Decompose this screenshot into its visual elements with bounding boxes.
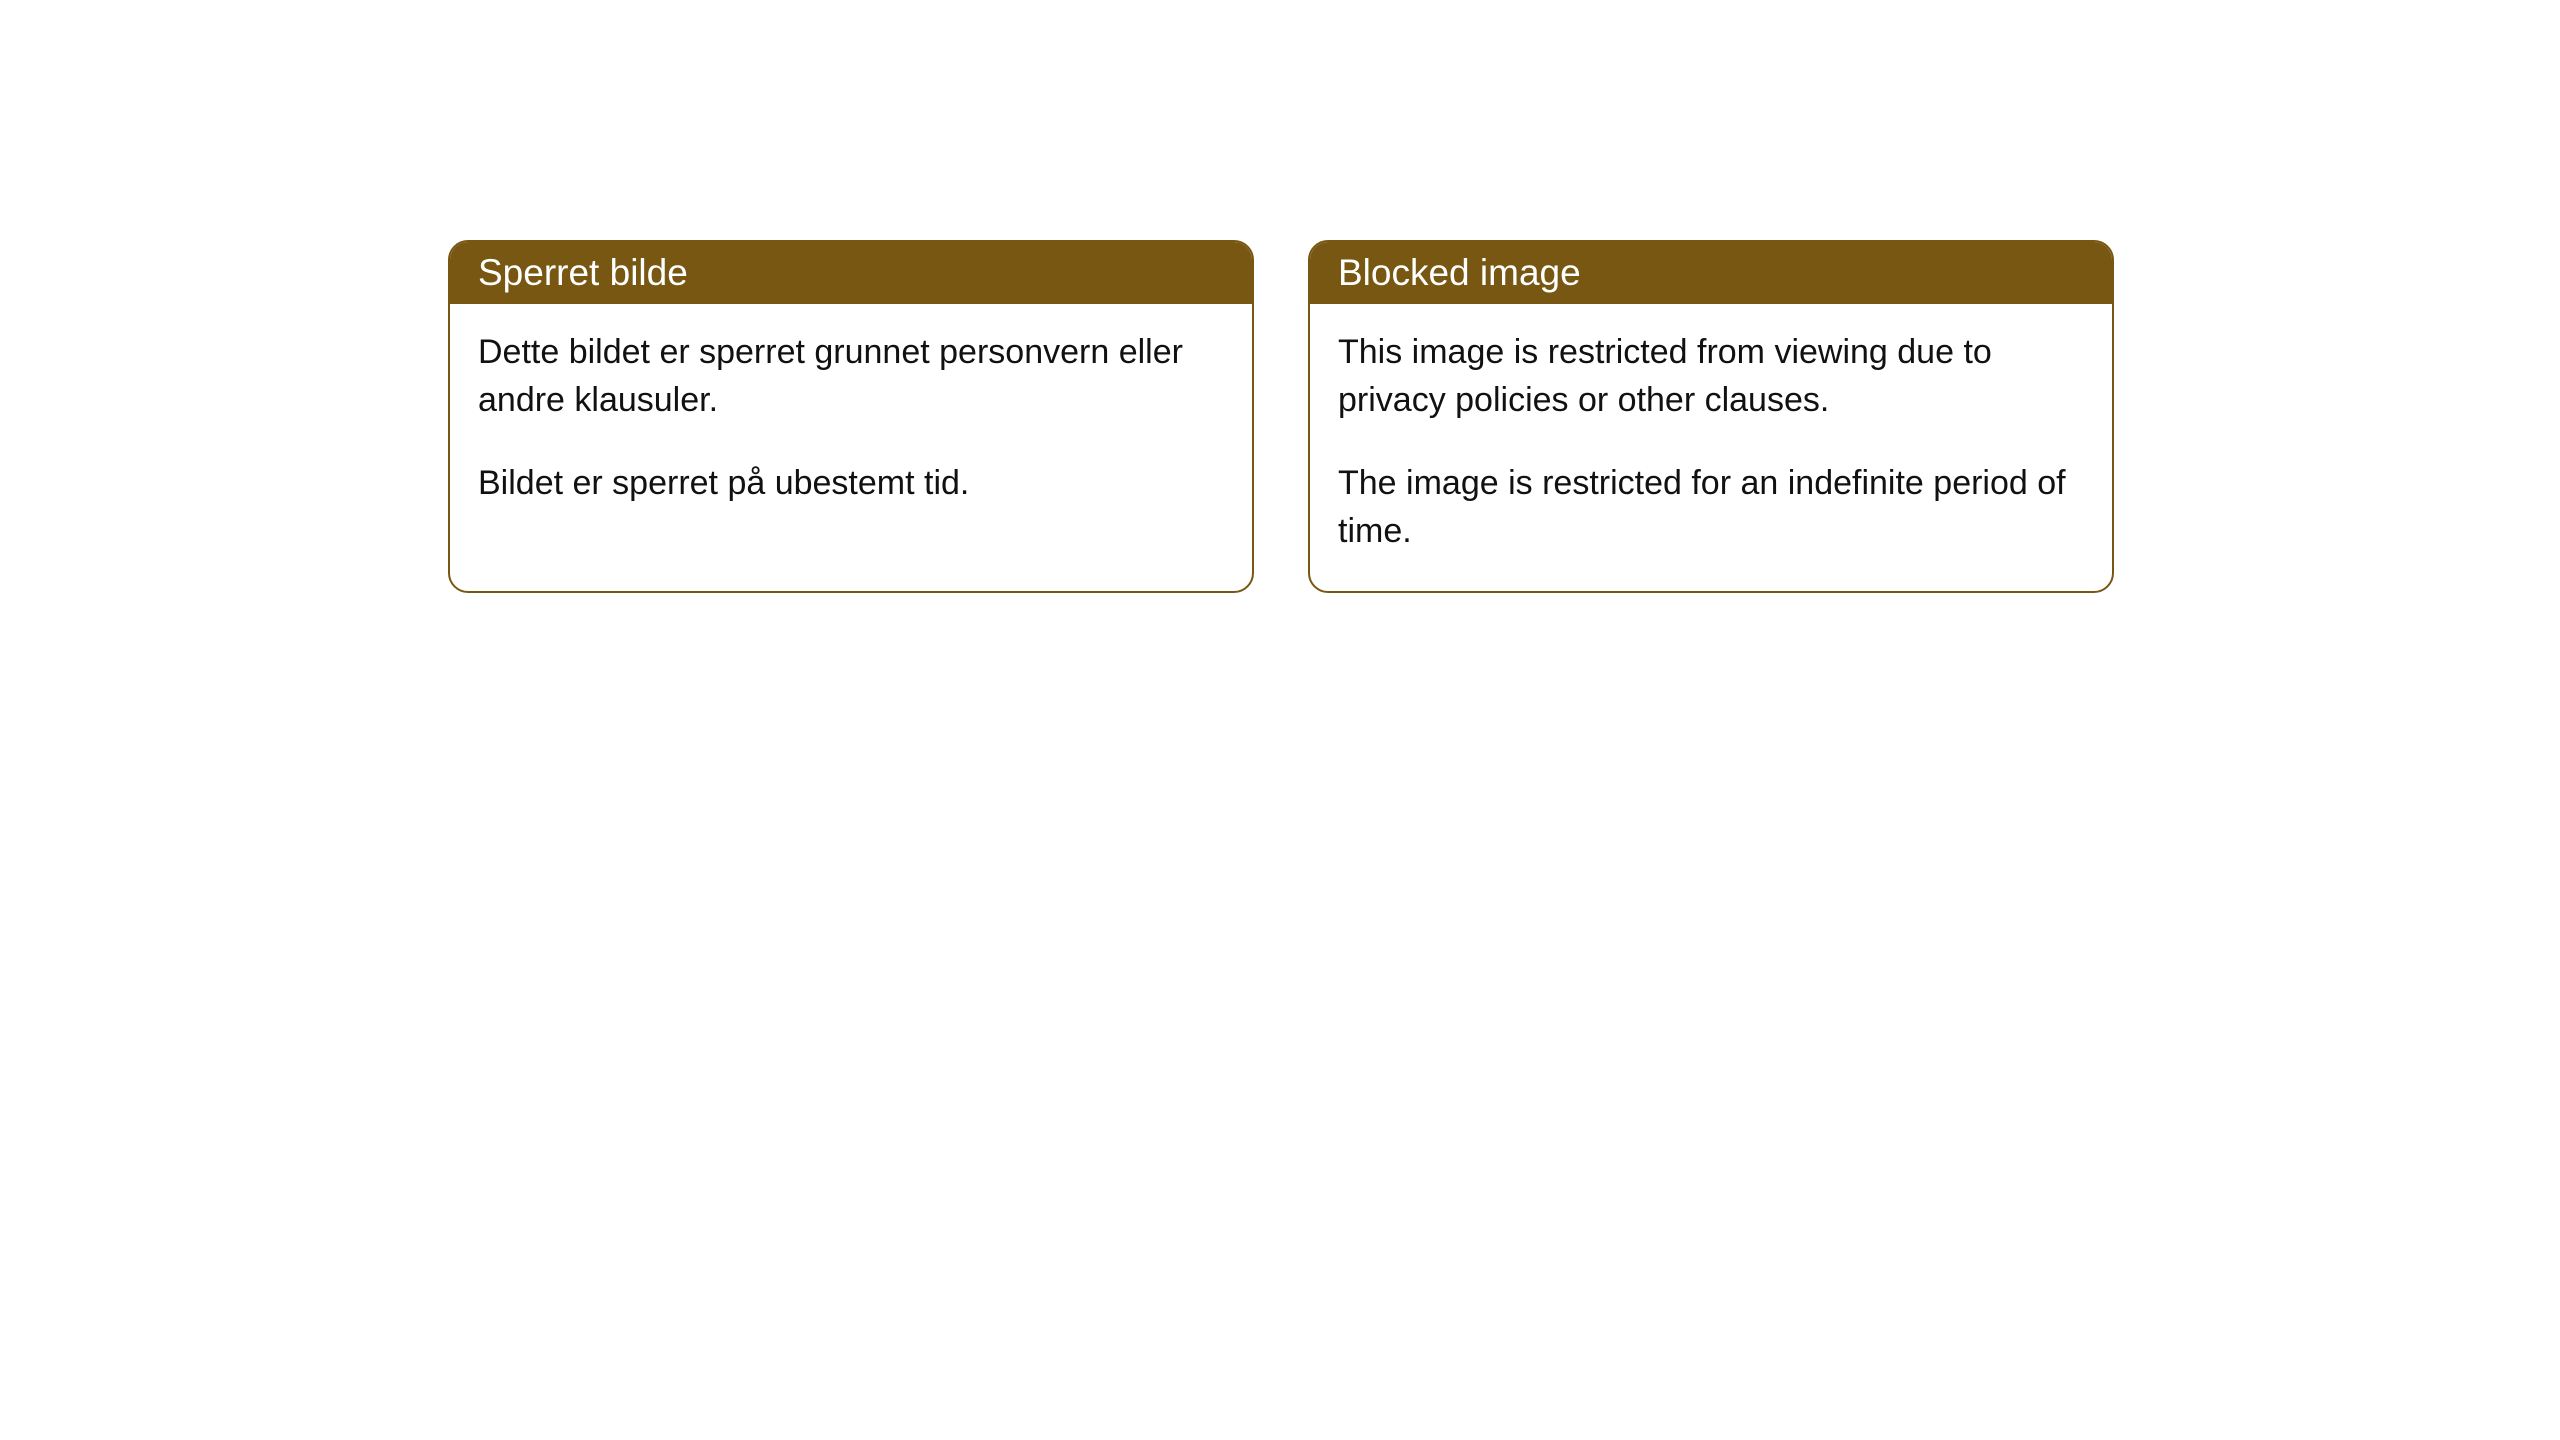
notice-card-norwegian: Sperret bilde Dette bildet er sperret gr… [448, 240, 1254, 593]
card-header: Blocked image [1310, 242, 2112, 304]
card-title: Sperret bilde [478, 252, 688, 293]
card-paragraph-2: Bildet er sperret på ubestemt tid. [478, 459, 1224, 507]
card-title: Blocked image [1338, 252, 1581, 293]
card-body: Dette bildet er sperret grunnet personve… [450, 304, 1252, 543]
card-header: Sperret bilde [450, 242, 1252, 304]
card-paragraph-1: This image is restricted from viewing du… [1338, 328, 2084, 425]
card-paragraph-2: The image is restricted for an indefinit… [1338, 459, 2084, 556]
notice-cards-container: Sperret bilde Dette bildet er sperret gr… [448, 240, 2114, 593]
card-paragraph-1: Dette bildet er sperret grunnet personve… [478, 328, 1224, 425]
card-body: This image is restricted from viewing du… [1310, 304, 2112, 591]
notice-card-english: Blocked image This image is restricted f… [1308, 240, 2114, 593]
